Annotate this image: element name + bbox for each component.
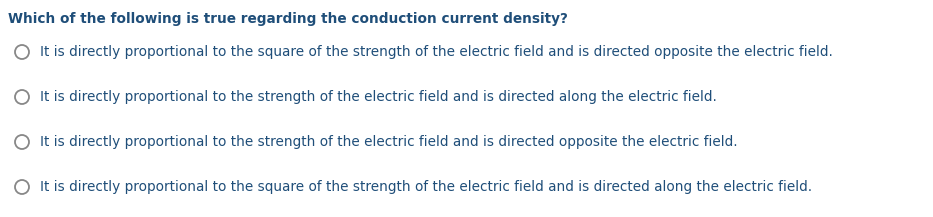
Text: It is directly proportional to the square of the strength of the electric field : It is directly proportional to the squar…: [40, 180, 812, 194]
Ellipse shape: [15, 90, 29, 104]
Text: Which of the following is true regarding the conduction current density?: Which of the following is true regarding…: [8, 12, 568, 26]
Text: It is directly proportional to the square of the strength of the electric field : It is directly proportional to the squar…: [40, 45, 833, 59]
Ellipse shape: [15, 135, 29, 149]
Ellipse shape: [15, 180, 29, 194]
Text: It is directly proportional to the strength of the electric field and is directe: It is directly proportional to the stren…: [40, 135, 738, 149]
Text: It is directly proportional to the strength of the electric field and is directe: It is directly proportional to the stren…: [40, 90, 717, 104]
Ellipse shape: [15, 45, 29, 59]
